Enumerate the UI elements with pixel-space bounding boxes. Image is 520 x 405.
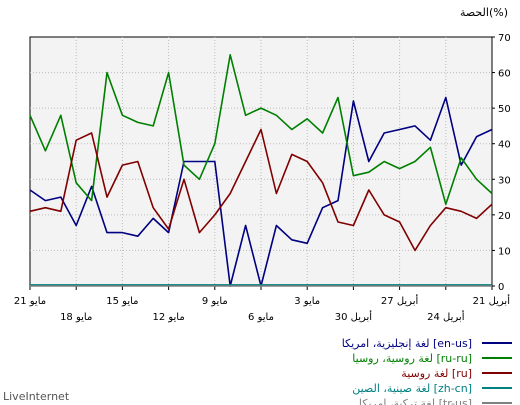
x-tick-label: 21 مايو (14, 296, 46, 307)
legend: لغة إنجليزية، امريكا [en-us] لغة روسية، ر… (342, 337, 512, 405)
x-tick-label: 27 أبريل (381, 294, 419, 307)
y-tick-label: 40 (498, 140, 511, 151)
y-tick-label: 0 (498, 282, 504, 293)
x-tick-label: 12 مايو (152, 312, 184, 323)
x-axis: 21 أبريل 27 أبريل 3 مايو 9 مايو 15 مايو 21 ما… (14, 286, 510, 323)
x-tick-label: 24 أبريل (427, 310, 465, 323)
legend-label: لغة روسية [ru] (401, 367, 472, 380)
series-line-2 (29, 53, 493, 205)
x-tick-label: 3 مايو (294, 296, 320, 307)
y-tick-label: 20 (498, 211, 511, 222)
grid (30, 37, 492, 286)
x-tick-label: 6 مايو (248, 312, 274, 323)
y-tick-label: 10 (498, 246, 511, 257)
y-tick-label: 70 (498, 33, 511, 44)
chart-title: الحصة(%) (460, 6, 508, 19)
x-tick-label: 9 مايو (202, 296, 228, 307)
legend-label: لغة روسية، روسيا [ru-ru] (352, 352, 472, 365)
x-tick-label: 30 أبريل (335, 310, 373, 323)
legend-label: لغة إنجليزية، امريكا [en-us] (342, 337, 472, 350)
y-tick-label: 50 (498, 104, 511, 115)
x-tick-label: 15 مايو (106, 296, 138, 307)
y-axis: 0 10 20 30 40 50 60 70 (492, 33, 511, 293)
legend-label: لغة تركية، امريكا [tr-us] (359, 397, 472, 405)
series-lines (29, 53, 493, 287)
series-line-3 (29, 128, 493, 252)
plot-area (29, 36, 493, 287)
legend-label: لغة صينية، الصين [zh-cn] (352, 382, 472, 395)
x-tick-label: 21 أبريل (473, 294, 511, 307)
y-tick-label: 30 (498, 175, 511, 186)
brand-label: LiveInternet (3, 390, 70, 403)
x-tick-label: 18 مايو (60, 312, 92, 323)
y-tick-label: 60 (498, 69, 511, 80)
